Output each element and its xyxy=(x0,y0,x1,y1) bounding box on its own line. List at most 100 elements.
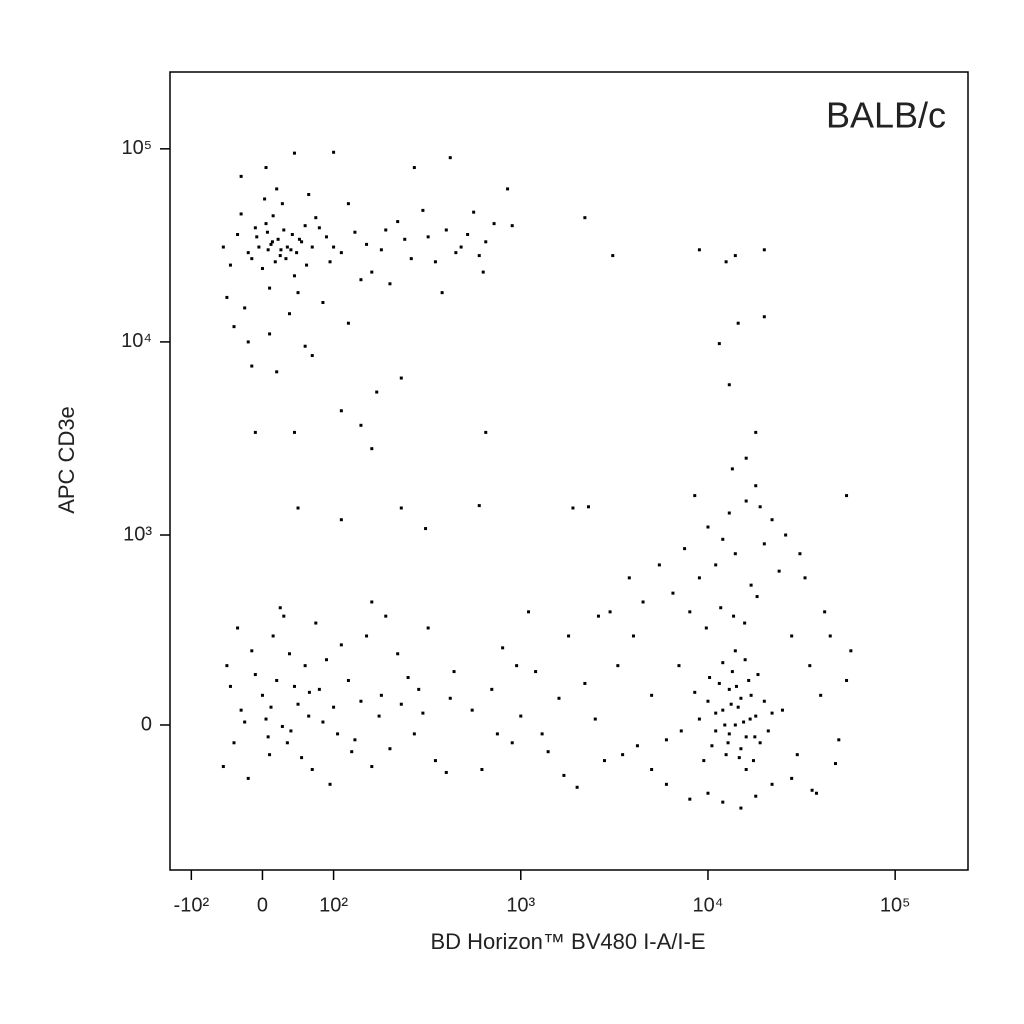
data-point xyxy=(440,291,444,295)
data-point xyxy=(412,732,416,736)
data-point xyxy=(236,233,240,237)
data-point xyxy=(284,257,288,261)
data-point xyxy=(305,263,309,267)
data-point xyxy=(754,714,758,718)
data-point xyxy=(770,518,774,522)
data-point xyxy=(755,595,759,599)
data-point xyxy=(332,705,336,709)
data-point xyxy=(266,735,270,739)
data-point xyxy=(399,376,403,380)
data-point xyxy=(317,687,321,691)
data-point xyxy=(260,693,264,697)
data-point xyxy=(466,233,470,237)
data-point xyxy=(346,202,350,206)
data-point xyxy=(433,260,437,264)
data-point xyxy=(278,254,282,258)
data-point xyxy=(727,732,731,736)
data-point xyxy=(743,658,747,662)
data-point xyxy=(379,248,383,252)
data-point xyxy=(706,791,710,795)
data-point xyxy=(798,552,802,556)
data-point xyxy=(269,242,273,246)
data-point xyxy=(733,552,737,556)
data-point xyxy=(350,750,354,754)
data-point xyxy=(375,390,379,394)
data-point xyxy=(307,690,311,694)
data-point xyxy=(417,687,421,691)
y-axis-label: APC CD3e xyxy=(54,406,79,514)
data-point xyxy=(246,251,250,255)
data-point xyxy=(310,354,314,358)
x-tick-label: 10⁴ xyxy=(693,894,724,916)
data-point xyxy=(744,456,748,460)
data-point xyxy=(758,505,762,509)
data-point xyxy=(693,690,697,694)
data-point xyxy=(751,759,755,763)
data-point xyxy=(384,228,388,232)
data-point xyxy=(297,237,301,241)
data-point xyxy=(833,762,837,766)
data-point xyxy=(734,684,738,688)
data-point xyxy=(714,711,718,715)
data-point xyxy=(328,782,332,786)
data-point xyxy=(596,614,600,618)
data-point xyxy=(310,245,314,249)
data-point xyxy=(777,569,781,573)
data-point xyxy=(253,226,257,230)
data-point xyxy=(790,634,794,638)
data-point xyxy=(421,711,425,715)
data-point xyxy=(747,678,751,682)
data-point xyxy=(346,321,350,325)
data-point xyxy=(359,278,363,282)
data-point xyxy=(370,765,374,769)
y-tick-label: 10⁵ xyxy=(121,137,152,159)
data-point xyxy=(296,702,300,706)
data-point xyxy=(324,235,328,239)
y-tick-label: 10³ xyxy=(123,523,152,545)
data-point xyxy=(246,776,250,780)
data-point xyxy=(635,744,639,748)
data-point xyxy=(303,224,307,228)
data-point xyxy=(250,364,254,368)
data-point xyxy=(744,767,748,771)
data-point xyxy=(292,684,296,688)
data-point xyxy=(459,245,463,249)
data-point xyxy=(359,423,363,427)
data-point xyxy=(448,696,452,700)
data-point xyxy=(743,621,747,625)
data-point xyxy=(744,735,748,739)
data-point xyxy=(730,467,734,471)
data-point xyxy=(470,708,474,712)
data-point xyxy=(477,254,481,258)
data-point xyxy=(706,699,710,703)
data-point xyxy=(571,506,575,510)
data-point xyxy=(704,626,708,630)
data-point xyxy=(730,670,734,674)
data-point xyxy=(780,708,784,712)
data-point xyxy=(758,741,762,745)
data-point xyxy=(314,621,318,625)
data-point xyxy=(225,664,229,668)
data-point xyxy=(280,724,284,728)
data-point xyxy=(406,676,410,680)
data-point xyxy=(232,741,236,745)
data-point xyxy=(608,610,612,614)
data-point xyxy=(268,332,272,336)
data-point xyxy=(370,600,374,604)
data-point xyxy=(328,260,332,264)
data-point xyxy=(697,717,701,721)
data-point xyxy=(346,678,350,682)
data-point xyxy=(845,678,849,682)
data-point xyxy=(365,634,369,638)
data-point xyxy=(726,741,730,745)
data-point xyxy=(303,664,307,668)
data-point xyxy=(710,744,714,748)
data-point xyxy=(490,687,494,691)
data-point xyxy=(396,220,400,224)
data-point xyxy=(285,741,289,745)
data-point xyxy=(756,673,760,677)
data-point xyxy=(534,670,538,674)
data-point xyxy=(266,248,270,252)
data-point xyxy=(650,693,654,697)
data-point xyxy=(770,782,774,786)
